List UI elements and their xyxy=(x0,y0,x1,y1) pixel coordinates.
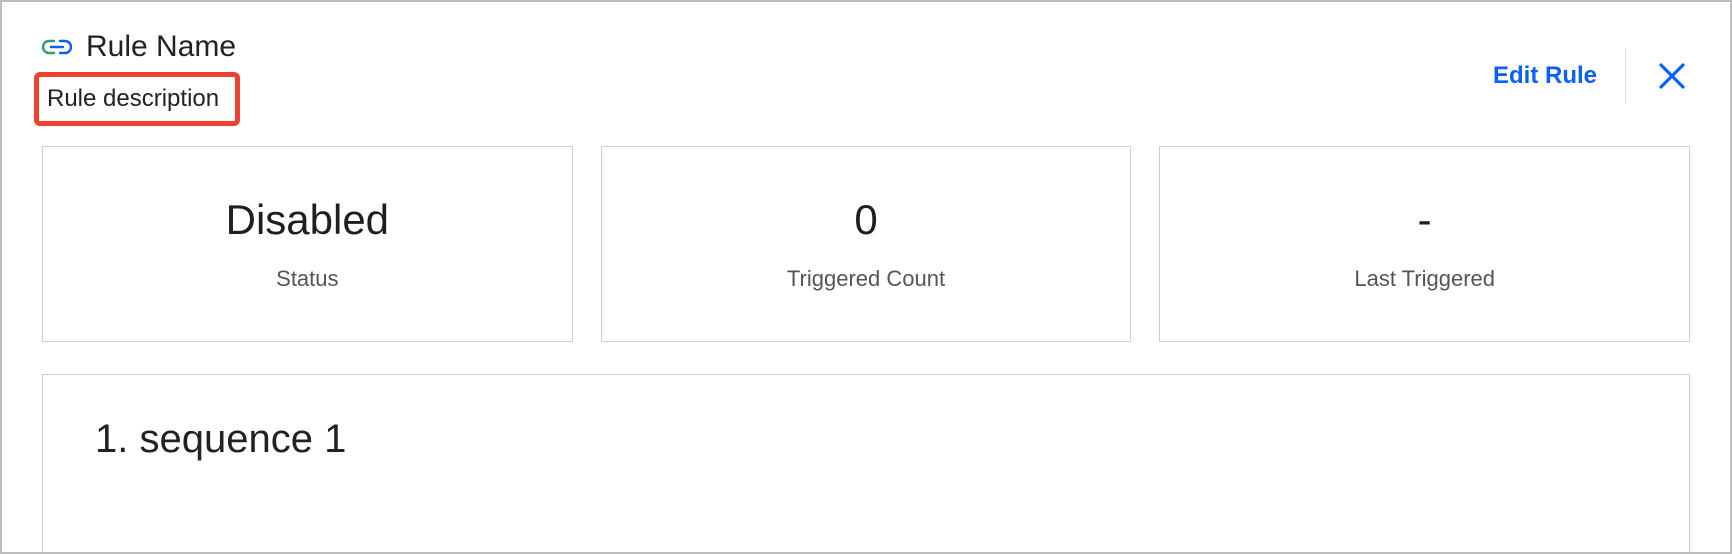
triggered-count-value: 0 xyxy=(854,196,877,244)
title-block: Rule Name Rule description xyxy=(42,30,240,126)
status-card: Disabled Status xyxy=(42,146,573,342)
status-label: Status xyxy=(276,266,338,292)
divider xyxy=(1625,48,1626,104)
status-value: Disabled xyxy=(226,196,389,244)
rule-description: Rule description xyxy=(47,85,219,112)
last-triggered-card: - Last Triggered xyxy=(1159,146,1690,342)
last-triggered-label: Last Triggered xyxy=(1354,266,1495,292)
close-icon xyxy=(1657,61,1687,91)
rule-description-highlight: Rule description xyxy=(34,72,240,126)
stats-row: Disabled Status 0 Triggered Count - Last… xyxy=(2,126,1730,342)
link-icon xyxy=(42,35,72,59)
last-triggered-value: - xyxy=(1418,196,1432,244)
panel-header: Rule Name Rule description Edit Rule xyxy=(2,2,1730,126)
rule-detail-panel: Rule Name Rule description Edit Rule Dis… xyxy=(0,0,1732,554)
sequence-title: 1. sequence 1 xyxy=(95,417,1637,462)
triggered-count-card: 0 Triggered Count xyxy=(601,146,1132,342)
sequence-card: 1. sequence 1 xyxy=(42,374,1690,554)
header-actions: Edit Rule xyxy=(1493,30,1690,104)
rule-name: Rule Name xyxy=(86,30,236,64)
edit-rule-button[interactable]: Edit Rule xyxy=(1493,62,1597,90)
title-line: Rule Name xyxy=(42,30,240,64)
close-button[interactable] xyxy=(1654,58,1690,94)
triggered-count-label: Triggered Count xyxy=(787,266,945,292)
